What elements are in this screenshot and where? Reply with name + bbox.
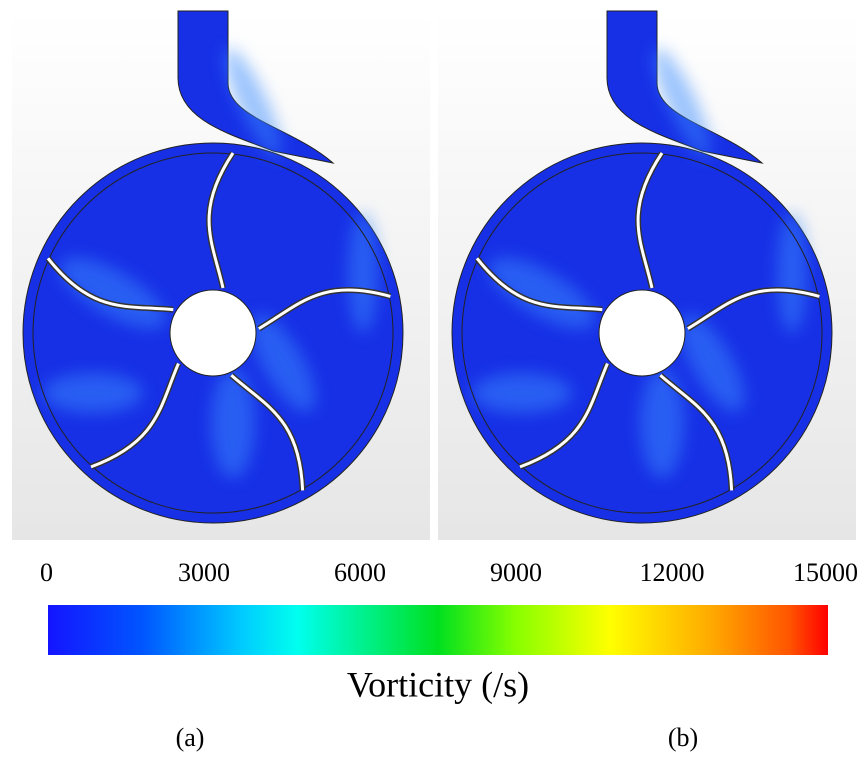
panel-label: (b) — [668, 723, 698, 752]
colorbar-label: Vorticity (/s) — [347, 664, 529, 704]
tick-label: 9000 — [490, 558, 542, 587]
tick-label: 15000 — [793, 558, 858, 587]
tick-label: 0 — [40, 558, 53, 587]
panel-label: (a) — [176, 723, 205, 752]
tick-label: 12000 — [640, 558, 705, 587]
colorbar-ticks: 0 3000 6000 9000 12000 15000 — [40, 558, 858, 587]
tick-label: 3000 — [178, 558, 230, 587]
panel-labels: (a) (b) — [176, 723, 699, 752]
tick-label: 6000 — [334, 558, 386, 587]
colorbar — [48, 605, 828, 655]
